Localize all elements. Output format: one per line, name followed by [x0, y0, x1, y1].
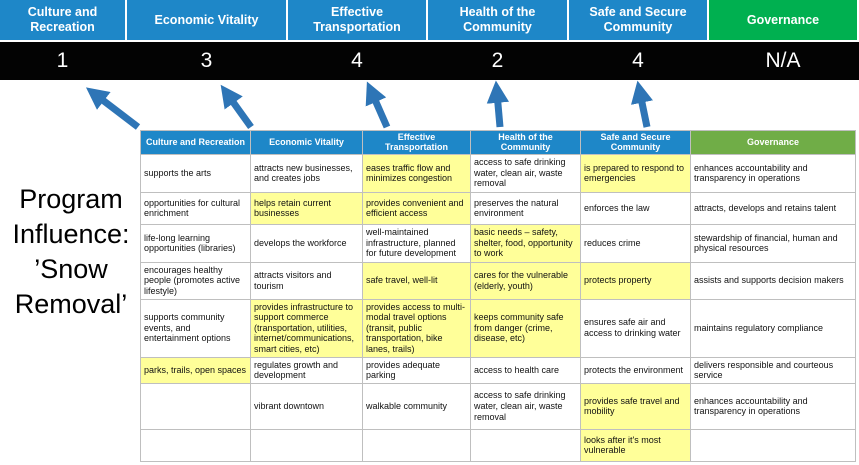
table-row: supports the arts attracts new businesses…	[140, 153, 856, 193]
score-governance: N/A	[765, 49, 801, 72]
table-cell: maintains regulatory compliance	[690, 298, 856, 358]
arrow-effective-transportation	[365, 81, 391, 129]
table-cell: enhances accountability and transparency…	[690, 153, 856, 193]
table-cell: preserves the natural environment	[470, 191, 581, 225]
table-cell	[362, 428, 471, 462]
table-cell: assists and supports decision makers	[690, 261, 856, 300]
table-cell: basic needs – safety, shelter, food, opp…	[470, 223, 581, 263]
table-cell: vibrant downtown	[250, 382, 363, 430]
table-cell: helps retain current businesses	[250, 191, 363, 225]
table-row: vibrant downtown walkable community access…	[140, 382, 856, 430]
table-cell: reduces crime	[580, 223, 691, 263]
table-cell: well-maintained infrastructure, planned …	[362, 223, 471, 263]
category-economic-vitality: Economic Vitality	[127, 0, 286, 40]
table-row: encourages healthy people (promotes acti…	[140, 261, 856, 300]
title-line: Influence:	[12, 219, 130, 250]
table-cell: provides infrastructure to support comme…	[250, 298, 363, 358]
page-title: Program Influence: ’Snow Removal’	[0, 182, 142, 322]
table-row: opportunities for cultural enrichment hel…	[140, 191, 856, 225]
table-cell: enforces the law	[580, 191, 691, 225]
arrow-economic-vitality	[220, 84, 254, 130]
col-header-governance: Governance	[690, 130, 856, 155]
title-line: Removal’	[14, 289, 128, 320]
category-safe-and-secure-community: Safe and Secure Community	[569, 0, 707, 40]
table-cell: safe travel, well-lit	[362, 261, 471, 300]
table-cell: life-long learning opportunities (librar…	[140, 223, 251, 263]
category-culture-and-recreation: Culture and Recreation	[0, 0, 125, 40]
table-row: looks after it's most vulnerable	[140, 428, 856, 462]
table-cell: enhances accountability and transparency…	[690, 382, 856, 430]
table-cell	[140, 382, 251, 430]
table-cell: supports the arts	[140, 153, 251, 193]
influence-table: Culture and Recreation Economic Vitality…	[140, 130, 856, 462]
table-cell: looks after it's most vulnerable	[580, 428, 691, 462]
table-cell: cares for the vulnerable (elderly, youth…	[470, 261, 581, 300]
table-cell: attracts, develops and retains talent	[690, 191, 856, 225]
table-cell: ensures safe air and access to drinking …	[580, 298, 691, 358]
table-cell: access to safe drinking water, clean air…	[470, 382, 581, 430]
table-cell	[140, 428, 251, 462]
score-health-of-the-community: 2	[491, 49, 504, 72]
table-cell: eases traffic flow and minimizes congest…	[362, 153, 471, 193]
table-cell: provides safe travel and mobility	[580, 382, 691, 430]
col-header-safe-and-secure-community: Safe and Secure Community	[580, 130, 691, 155]
table-cell: delivers responsible and courteous servi…	[690, 356, 856, 384]
score-safe-and-secure-community: 4	[632, 49, 644, 72]
table-cell: keeps community safe from danger (crime,…	[470, 298, 581, 358]
table-row: supports community events, and entertain…	[140, 298, 856, 358]
table-cell: protects property	[580, 261, 691, 300]
influence-table-body: supports the arts attracts new businesses…	[140, 153, 856, 462]
table-header-row: Culture and Recreation Economic Vitality…	[140, 130, 856, 155]
table-cell: opportunities for cultural enrichment	[140, 191, 251, 225]
table-cell: protects the environment	[580, 356, 691, 384]
col-header-health-of-the-community: Health of the Community	[470, 130, 581, 155]
table-cell: attracts new businesses, and creates job…	[250, 153, 363, 193]
table-cell: access to safe drinking water, clean air…	[470, 153, 581, 193]
category-header-row: Culture and Recreation Economic Vitality…	[0, 0, 859, 40]
category-health-of-the-community: Health of the Community	[428, 0, 567, 40]
title-line: ’Snow	[34, 254, 108, 285]
table-cell: stewardship of financial, human and phys…	[690, 223, 856, 263]
category-effective-transportation: Effective Transportation	[288, 0, 426, 40]
col-header-economic-vitality: Economic Vitality	[250, 130, 363, 155]
table-cell: encourages healthy people (promotes acti…	[140, 261, 251, 300]
table-cell: parks, trails, open spaces	[140, 356, 251, 384]
title-line: Program	[19, 184, 123, 214]
arrow-health-of-the-community	[486, 80, 510, 128]
col-header-effective-transportation: Effective Transportation	[362, 130, 471, 155]
table-cell: supports community events, and entertain…	[140, 298, 251, 358]
table-cell: access to health care	[470, 356, 581, 384]
table-cell	[690, 428, 856, 462]
score-economic-vitality: 3	[200, 49, 213, 72]
table-row: parks, trails, open spaces regulates grow…	[140, 356, 856, 384]
category-governance: Governance	[709, 0, 857, 40]
score-effective-transportation: 4	[351, 49, 363, 72]
table-cell	[470, 428, 581, 462]
table-cell: attracts visitors and tourism	[250, 261, 363, 300]
col-header-culture-and-recreation: Culture and Recreation	[140, 130, 251, 155]
table-cell: provides adequate parking	[362, 356, 471, 384]
table-cell: is prepared to respond to emergencies	[580, 153, 691, 193]
arrow-culture-and-recreation	[85, 87, 141, 130]
table-cell: provides access to multi-modal travel op…	[362, 298, 471, 358]
table-row: life-long learning opportunities (librar…	[140, 223, 856, 263]
table-cell: develops the workforce	[250, 223, 363, 263]
table-cell: provides convenient and efficient access	[362, 191, 471, 225]
score-bar: 1 3 4 2 4 N/A	[0, 42, 859, 80]
score-culture-and-recreation: 1	[56, 49, 69, 72]
table-cell: regulates growth and development	[250, 356, 363, 384]
influence-arrows	[85, 80, 653, 130]
table-cell: walkable community	[362, 382, 471, 430]
table-cell	[250, 428, 363, 462]
arrow-safe-and-secure-community	[631, 80, 653, 128]
